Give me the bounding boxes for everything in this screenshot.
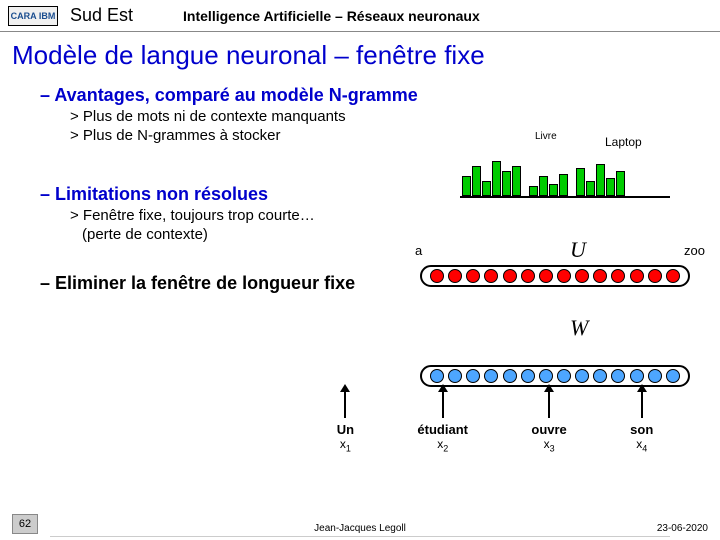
slide-title: Modèle de langue neuronal – fenêtre fixe bbox=[0, 32, 720, 79]
x-label: x4 bbox=[636, 437, 647, 453]
region-label: Sud Est bbox=[70, 5, 133, 26]
dot-red bbox=[593, 269, 607, 283]
arrow-up-icon bbox=[344, 390, 346, 418]
dot-blue bbox=[430, 369, 444, 383]
hist-bar bbox=[502, 171, 511, 196]
arrow-up-icon bbox=[548, 390, 550, 418]
word-input: sonx4 bbox=[630, 390, 653, 453]
logo: CARA IBM Sud Est bbox=[8, 5, 133, 26]
arrow-up-icon bbox=[641, 390, 643, 418]
histogram: Livre Laptop bbox=[460, 145, 610, 200]
hist-bar bbox=[472, 166, 481, 196]
dot-red bbox=[611, 269, 625, 283]
embedding-strip-blue bbox=[420, 365, 690, 387]
hist-label-livre: Livre bbox=[535, 131, 557, 142]
dot-blue bbox=[648, 369, 662, 383]
dot-blue bbox=[448, 369, 462, 383]
section-1-point-1: > Plus de mots ni de contexte manquants bbox=[70, 108, 700, 125]
dot-red bbox=[557, 269, 571, 283]
dot-red bbox=[648, 269, 662, 283]
matrix-w-label: W bbox=[570, 315, 588, 341]
dot-blue bbox=[575, 369, 589, 383]
x-label: x2 bbox=[437, 437, 448, 453]
section-2-point-2: (perte de contexte) bbox=[82, 226, 700, 243]
dot-blue bbox=[466, 369, 480, 383]
dot-blue bbox=[630, 369, 644, 383]
dot-blue bbox=[539, 369, 553, 383]
hist-bar bbox=[586, 181, 595, 196]
logo-box: CARA IBM bbox=[8, 6, 58, 26]
dot-red bbox=[575, 269, 589, 283]
histogram-bars bbox=[460, 158, 670, 198]
word-input: étudiantx2 bbox=[417, 390, 468, 453]
hist-bar bbox=[512, 166, 521, 196]
label-zoo: zoo bbox=[684, 243, 705, 258]
dot-red bbox=[539, 269, 553, 283]
slide-number: 62 bbox=[12, 514, 38, 534]
footer-separator bbox=[50, 536, 670, 537]
dot-red bbox=[484, 269, 498, 283]
dot-red bbox=[430, 269, 444, 283]
hist-bar bbox=[529, 186, 538, 196]
hist-bar bbox=[596, 164, 605, 196]
word-label: Un bbox=[337, 422, 354, 437]
dot-red bbox=[630, 269, 644, 283]
header: CARA IBM Sud Est Intelligence Artificiel… bbox=[0, 0, 720, 32]
hist-bar bbox=[606, 178, 615, 196]
dot-blue bbox=[503, 369, 517, 383]
dot-red bbox=[466, 269, 480, 283]
word-input: ouvrex3 bbox=[531, 390, 566, 453]
word-label: son bbox=[630, 422, 653, 437]
dot-blue bbox=[611, 369, 625, 383]
footer: 62 Jean-Jacques Legoll 23-06-2020 bbox=[0, 514, 720, 534]
hist-bar bbox=[576, 168, 585, 196]
x-label: x1 bbox=[340, 437, 351, 453]
embedding-strip-red bbox=[420, 265, 690, 287]
dot-blue bbox=[484, 369, 498, 383]
dot-red bbox=[666, 269, 680, 283]
dot-blue bbox=[666, 369, 680, 383]
matrix-u-label: U bbox=[570, 237, 586, 263]
input-arrows: Unx1 étudiantx2 ouvrex3 sonx4 bbox=[305, 390, 685, 453]
word-input: Unx1 bbox=[337, 390, 354, 453]
dot-blue bbox=[593, 369, 607, 383]
dot-red bbox=[503, 269, 517, 283]
x-label: x3 bbox=[544, 437, 555, 453]
section-1-heading: – Avantages, comparé au modèle N-gramme bbox=[40, 85, 700, 106]
section-2-point-1: > Fenêtre fixe, toujours trop courte… bbox=[70, 207, 700, 224]
hist-bar bbox=[549, 184, 558, 196]
arrow-up-icon bbox=[442, 390, 444, 418]
author-name: Jean-Jacques Legoll bbox=[314, 523, 406, 534]
hist-bar bbox=[539, 176, 548, 196]
word-label: ouvre bbox=[531, 422, 566, 437]
hist-bar bbox=[616, 171, 625, 196]
label-a: a bbox=[415, 243, 422, 258]
hist-bar bbox=[559, 174, 568, 196]
footer-date: 23-06-2020 bbox=[657, 523, 708, 534]
dot-blue bbox=[557, 369, 571, 383]
hist-bar bbox=[462, 176, 471, 196]
hist-label-laptop: Laptop bbox=[605, 135, 642, 149]
dot-red bbox=[521, 269, 535, 283]
hist-bar bbox=[482, 181, 491, 196]
hist-bar bbox=[492, 161, 501, 196]
course-subtitle: Intelligence Artificielle – Réseaux neur… bbox=[183, 8, 480, 24]
dot-red bbox=[448, 269, 462, 283]
dot-blue bbox=[521, 369, 535, 383]
word-label: étudiant bbox=[417, 422, 468, 437]
